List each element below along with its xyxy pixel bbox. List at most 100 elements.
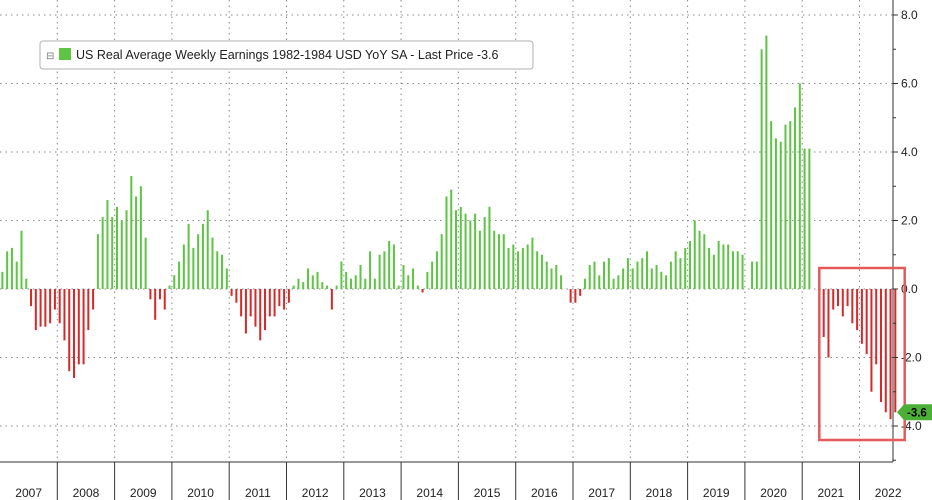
bar [712, 254, 715, 289]
bar [187, 223, 190, 289]
bar [49, 289, 52, 324]
bar [201, 223, 204, 289]
bar [717, 241, 720, 289]
x-tick-label: 2009 [130, 486, 157, 500]
x-tick-label: 2014 [416, 486, 443, 500]
bar [96, 234, 99, 289]
bar [63, 289, 66, 341]
bar [34, 289, 37, 331]
bar [751, 261, 754, 289]
bar [440, 234, 443, 289]
x-tick-label: 2010 [187, 486, 214, 500]
y-tick-label: 8.0 [901, 8, 918, 22]
bar [474, 213, 477, 289]
bar [206, 210, 209, 289]
bar [760, 49, 763, 289]
bar [679, 258, 682, 289]
bar [354, 275, 357, 289]
bar [765, 35, 768, 289]
bar [197, 234, 200, 289]
bar [493, 230, 496, 289]
bar [837, 289, 840, 307]
bar [349, 278, 352, 289]
last-price-label: -3.6 [907, 407, 927, 419]
y-tick-label: -2.0 [901, 351, 922, 365]
bar [163, 289, 166, 310]
bar [364, 278, 367, 289]
bar [512, 244, 515, 289]
bars [1, 35, 897, 420]
bar [311, 275, 314, 289]
bar [158, 289, 161, 300]
bar [822, 289, 825, 337]
x-tick-label: 2018 [646, 486, 673, 500]
bar [168, 285, 171, 289]
legend-label: US Real Average Weekly Earnings 1982-198… [76, 48, 499, 62]
bar [569, 289, 572, 303]
bar [216, 251, 219, 289]
bar [135, 196, 138, 289]
bar [397, 285, 400, 289]
bar [688, 241, 691, 289]
bar [798, 83, 801, 289]
bar [784, 124, 787, 289]
legend: ⊟ US Real Average Weekly Earnings 1982-1… [39, 40, 534, 70]
bar [154, 289, 157, 320]
bar [540, 254, 543, 289]
bar [708, 247, 711, 289]
bar [87, 289, 90, 331]
bar [259, 289, 262, 341]
x-tick-label: 2008 [73, 486, 100, 500]
bar [650, 268, 653, 289]
bar [469, 220, 472, 289]
bar [125, 210, 128, 289]
bar [306, 268, 309, 289]
bar [221, 254, 224, 289]
bar [703, 234, 706, 289]
bar [20, 230, 23, 289]
bar [345, 271, 348, 290]
bar [383, 251, 386, 289]
bar [464, 213, 467, 289]
bar [340, 261, 343, 289]
bar [598, 275, 601, 289]
bar [68, 289, 71, 372]
bar [545, 261, 548, 289]
bar [302, 282, 305, 289]
y-tick-label: 2.0 [901, 214, 918, 228]
bar [641, 258, 644, 289]
highlight-box [818, 266, 906, 442]
bar [607, 258, 610, 289]
bar [889, 289, 892, 420]
bar [115, 206, 118, 289]
bar [803, 148, 806, 289]
bar [574, 289, 577, 303]
legend-marker-icon: ⊟ [46, 51, 54, 62]
bar [244, 289, 247, 334]
bar [53, 289, 56, 310]
bar [517, 251, 520, 289]
bar [497, 234, 500, 289]
bar [674, 251, 677, 289]
bar [502, 234, 505, 289]
x-tick-label: 2017 [588, 486, 615, 500]
bar [731, 251, 734, 289]
bar [106, 199, 109, 289]
bar [373, 278, 376, 289]
bar [550, 268, 553, 289]
bar [865, 289, 868, 355]
bar [875, 289, 878, 365]
bar [144, 237, 147, 290]
bar [73, 289, 76, 379]
bar [149, 289, 152, 300]
bar [407, 275, 410, 289]
bar [111, 217, 114, 289]
bar [636, 261, 639, 289]
x-tick-label: 2012 [302, 486, 329, 500]
bar [192, 247, 195, 289]
bar [139, 186, 142, 289]
bar [846, 289, 849, 307]
bar [693, 220, 696, 289]
x-tick-label: 2021 [817, 486, 844, 500]
